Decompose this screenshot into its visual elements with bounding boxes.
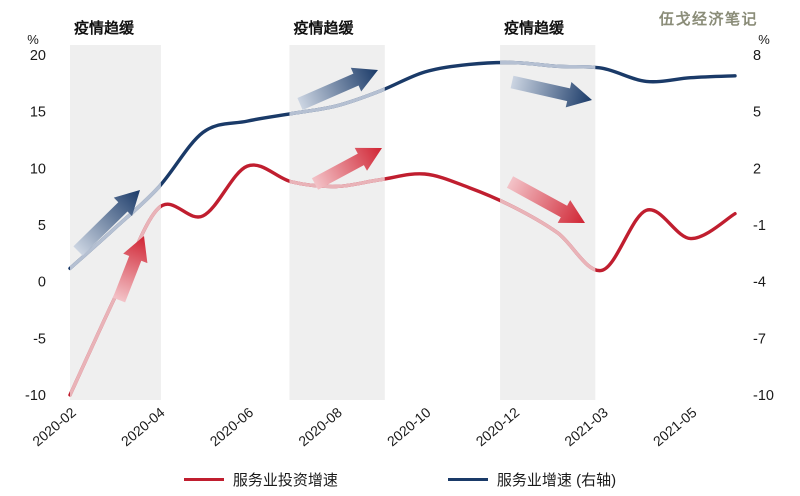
easing-band-label-2: 疫情趋缓 <box>504 19 565 37</box>
right-axis-unit: % <box>758 32 770 47</box>
x-axis-tick: 2021-05 <box>650 404 700 449</box>
left-axis-tick: 5 <box>38 218 46 234</box>
easing-band-label-1: 疫情趋缓 <box>293 19 354 37</box>
trend-arrow-red-5 <box>506 176 585 223</box>
left-axis-tick: 20 <box>30 48 46 64</box>
easing-band-label-0: 疫情趋缓 <box>74 19 135 37</box>
trend-arrow-red-3 <box>311 147 382 190</box>
legend-line-navy <box>447 478 488 481</box>
trend-arrow-blue-2 <box>297 67 378 110</box>
trend-arrow-red-1 <box>112 236 148 303</box>
right-axis-tick: 5 <box>753 105 761 121</box>
left-axis-tick: -10 <box>25 388 46 404</box>
left-axis-unit: % <box>27 32 39 47</box>
x-axis-tick: 2020-06 <box>207 404 257 449</box>
left-axis-tick: 15 <box>30 105 46 121</box>
x-axis-tick: 2020-10 <box>384 404 434 449</box>
legend-item-services: 服务业增速 (右轴) <box>447 469 617 490</box>
x-axis-tick: 2020-04 <box>118 404 168 449</box>
trend-arrow-blue-4 <box>510 75 592 108</box>
x-axis-tick: 2020-02 <box>29 404 79 449</box>
left-axis-tick: -5 <box>33 331 46 347</box>
series-line-faded-0 <box>70 163 596 397</box>
left-axis-tick: 0 <box>38 275 46 291</box>
legend-item-investment: 服务业投资增速 <box>183 469 338 490</box>
right-axis-tick: -10 <box>753 388 774 404</box>
right-axis-tick: 8 <box>753 48 761 64</box>
right-axis-tick: -7 <box>753 331 766 347</box>
right-axis-tick: -1 <box>753 218 766 234</box>
x-axis-tick: 2020-08 <box>295 404 345 449</box>
series-line-faded-1 <box>70 60 596 271</box>
trend-arrow-blue-0 <box>73 190 140 256</box>
legend-label-investment: 服务业投资增速 <box>232 472 338 489</box>
series-line-0 <box>68 163 737 397</box>
left-axis-tick: 10 <box>30 161 46 177</box>
x-axis-tick: 2020-12 <box>473 404 523 449</box>
watermark: 伍戈经济笔记 <box>658 11 758 28</box>
legend-line-red <box>183 478 224 481</box>
series-line-1 <box>68 60 737 271</box>
legend: 服务业投资增速 服务业增速 (右轴) <box>0 469 800 490</box>
legend-label-services: 服务业增速 (右轴) <box>496 472 617 489</box>
right-axis-tick: 2 <box>753 161 761 177</box>
x-axis-tick: 2021-03 <box>561 404 611 449</box>
right-axis-tick: -4 <box>753 275 766 291</box>
